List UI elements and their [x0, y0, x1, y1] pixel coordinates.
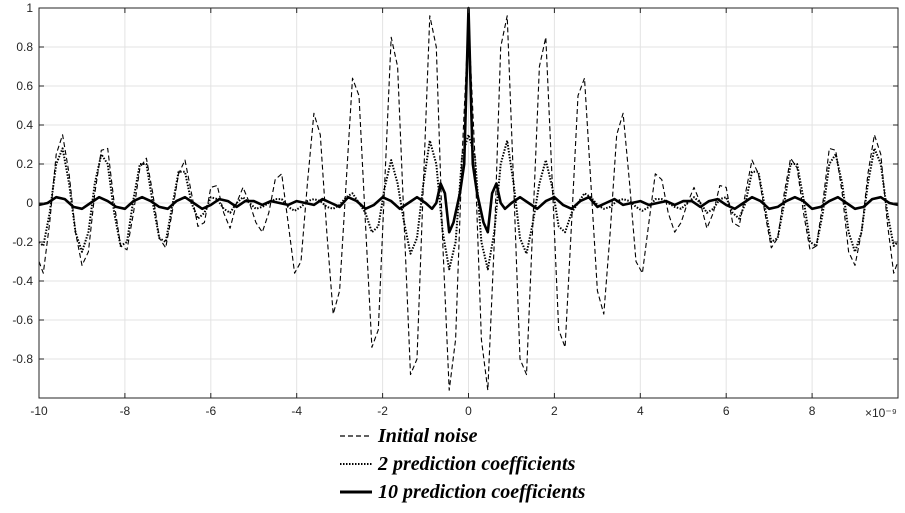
x-tick-label: -2 — [377, 404, 388, 418]
y-tick-label: 0 — [26, 196, 33, 210]
x-axis-exponent-label: ×10⁻⁹ — [865, 406, 897, 420]
dotted-line-swatch-icon — [340, 463, 372, 465]
legend-label-10-coefficients: 10 prediction coefficients — [378, 480, 586, 503]
legend-item-initial-noise: Initial noise — [338, 422, 658, 450]
x-tick-label: -10 — [30, 404, 48, 418]
series-line-2-prediction-coefficients — [38, 133, 899, 271]
solid-line-swatch-icon — [340, 490, 372, 494]
legend-label-2-coefficients: 2 prediction coefficients — [378, 452, 576, 475]
x-tick-label: 8 — [809, 404, 816, 418]
y-tick-label: -0.4 — [12, 274, 33, 288]
y-tick-label: -0.8 — [12, 352, 33, 366]
legend: Initial noise 2 prediction coefficients … — [338, 422, 658, 506]
x-tick-label: -6 — [205, 404, 216, 418]
legend-item-10-coefficients: 10 prediction coefficients — [338, 478, 658, 506]
y-tick-label: 1 — [26, 1, 33, 15]
x-tick-label: -4 — [291, 404, 302, 418]
y-tick-label: 0.4 — [16, 118, 33, 132]
y-tick-label: 0.6 — [16, 79, 33, 93]
x-tick-label: 6 — [723, 404, 730, 418]
x-tick-label: 4 — [637, 404, 644, 418]
y-tick-label: 0.2 — [16, 157, 33, 171]
legend-item-2-coefficients: 2 prediction coefficients — [338, 450, 658, 478]
legend-label-initial-noise: Initial noise — [378, 424, 478, 447]
x-tick-label: 2 — [551, 404, 558, 418]
y-tick-label: -0.2 — [12, 235, 33, 249]
y-tick-label: 0.8 — [16, 40, 33, 54]
axis-ticks: -10 -8 -6 -4 -2 0 2 4 6 8 1 0.8 0.6 0.4 0.2 0 -0.2 -0.4 -0… — [12, 1, 898, 418]
dashed-line-swatch-icon — [340, 435, 372, 437]
x-tick-label: 0 — [465, 404, 472, 418]
y-tick-label: -0.6 — [12, 313, 33, 327]
x-tick-label: -8 — [120, 404, 131, 418]
